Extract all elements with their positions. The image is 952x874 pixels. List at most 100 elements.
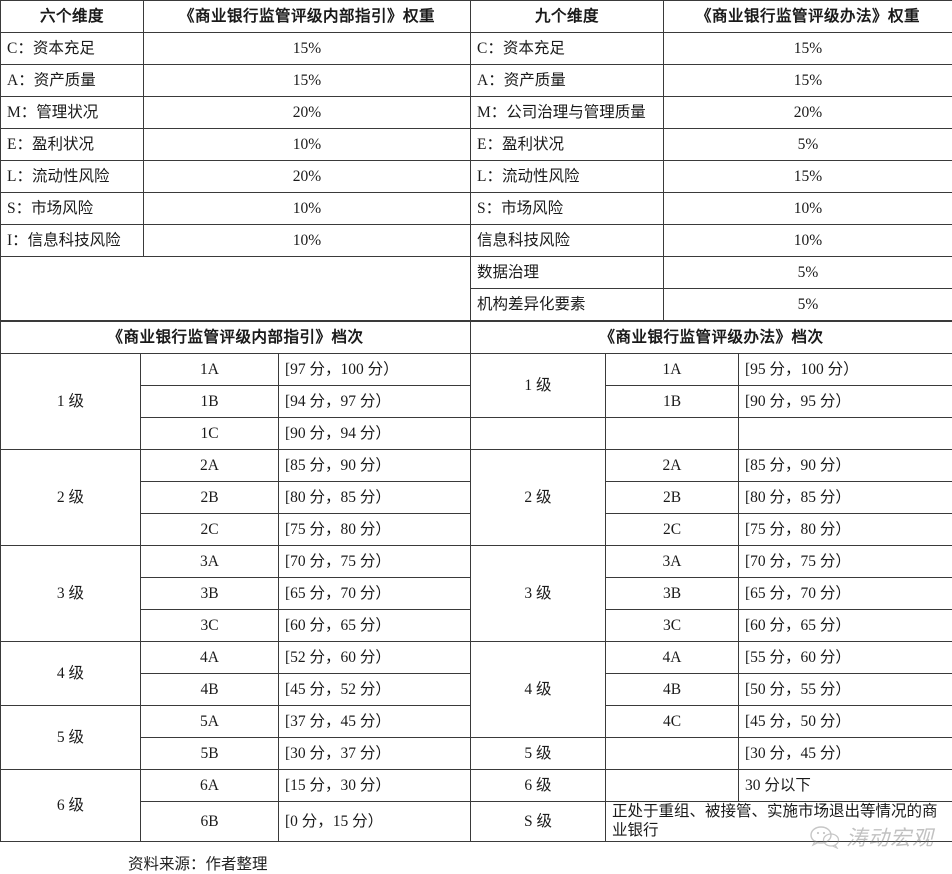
right-grade-code: 4A <box>606 642 739 674</box>
right-dimension: 数据治理 <box>471 257 664 289</box>
header-right-weight: 《商业银行监管评级办法》权重 <box>664 1 952 33</box>
left-grade-range: [94 分，97 分） <box>279 386 471 418</box>
right-grade-range: 30 分以下 <box>739 770 952 802</box>
left-grade-range: [15 分，30 分） <box>279 770 471 802</box>
left-dimension: S：市场风险 <box>1 193 144 225</box>
right-grade-label <box>471 418 606 450</box>
left-dimension: E：盈利状况 <box>1 129 144 161</box>
right-grade-range: [60 分，65 分） <box>739 610 952 642</box>
table-row: 2 级 2A [85 分，90 分） 2 级 2A [85 分，90 分） <box>1 450 952 482</box>
source-note: 资料来源：作者整理 <box>0 852 952 874</box>
left-dimension: M：管理状况 <box>1 97 144 129</box>
table-row: 5B [30 分，37 分） 5 级 [30 分，45 分） <box>1 738 952 770</box>
header-right-dimensions: 九个维度 <box>471 1 664 33</box>
left-grade-range: [85 分，90 分） <box>279 450 471 482</box>
right-grade-range: [70 分，75 分） <box>739 546 952 578</box>
left-weight: 15% <box>144 33 471 65</box>
left-grade-code: 4B <box>141 674 279 706</box>
left-grade-range: [65 分，70 分） <box>279 578 471 610</box>
left-grade-range: [97 分，100 分） <box>279 354 471 386</box>
right-grade-label: S 级 <box>471 802 606 842</box>
left-grade-code: 3B <box>141 578 279 610</box>
left-grade-code: 5B <box>141 738 279 770</box>
left-grade-range: [80 分，85 分） <box>279 482 471 514</box>
left-grade-code: 2C <box>141 514 279 546</box>
left-grade-code: 1B <box>141 386 279 418</box>
left-weight: 10% <box>144 129 471 161</box>
right-grade-range: [30 分，45 分） <box>739 738 952 770</box>
right-grade-label: 5 级 <box>471 738 606 770</box>
right-grade-code: 3A <box>606 546 739 578</box>
table-row: 4 级 4A [52 分，60 分） 4 级 4A [55 分，60 分） <box>1 642 952 674</box>
right-grade-range: [85 分，90 分） <box>739 450 952 482</box>
right-grade-code: 4B <box>606 674 739 706</box>
grades-table: 《商业银行监管评级内部指引》档次 《商业银行监管评级办法》档次 1 级 1A [… <box>0 321 952 842</box>
right-weight: 10% <box>664 193 952 225</box>
right-dimension: S：市场风险 <box>471 193 664 225</box>
left-grade-label: 4 级 <box>1 642 141 706</box>
right-grade-range: [65 分，70 分） <box>739 578 952 610</box>
table-row: E：盈利状况 10% E：盈利状况 5% <box>1 129 952 161</box>
right-grade-label: 2 级 <box>471 450 606 546</box>
right-grade-code <box>606 418 739 450</box>
left-weight: 10% <box>144 225 471 257</box>
left-grade-range: [30 分，37 分） <box>279 738 471 770</box>
header-left-tiers: 《商业银行监管评级内部指引》档次 <box>1 322 471 354</box>
right-grade-label: 4 级 <box>471 642 606 738</box>
table-row: 1C [90 分，94 分） <box>1 418 952 450</box>
right-grade-range <box>739 418 952 450</box>
right-weight: 5% <box>664 129 952 161</box>
left-grade-range: [70 分，75 分） <box>279 546 471 578</box>
table-row: M：管理状况 20% M：公司治理与管理质量 20% <box>1 97 952 129</box>
table-row: 数据治理 5% <box>1 257 952 289</box>
left-grade-code: 4A <box>141 642 279 674</box>
left-grade-label: 1 级 <box>1 354 141 450</box>
left-grade-range: [45 分，52 分） <box>279 674 471 706</box>
right-grade-range: [75 分，80 分） <box>739 514 952 546</box>
table-row: 3 级 3A [70 分，75 分） 3 级 3A [70 分，75 分） <box>1 546 952 578</box>
right-grade-range: [50 分，55 分） <box>739 674 952 706</box>
right-dimension: C：资本充足 <box>471 33 664 65</box>
right-grade-label: 6 级 <box>471 770 606 802</box>
right-dimension: 信息科技风险 <box>471 225 664 257</box>
left-grade-label: 5 级 <box>1 706 141 770</box>
right-grade-code: 3B <box>606 578 739 610</box>
right-grade-code <box>606 770 739 802</box>
right-weight: 5% <box>664 257 952 289</box>
table-row: C：资本充足 15% C：资本充足 15% <box>1 33 952 65</box>
left-grade-label: 6 级 <box>1 770 141 842</box>
left-grade-label: 2 级 <box>1 450 141 546</box>
left-grade-code: 6B <box>141 802 279 842</box>
table-row: S：市场风险 10% S：市场风险 10% <box>1 193 952 225</box>
right-grade-code: 1B <box>606 386 739 418</box>
left-grade-label: 3 级 <box>1 546 141 642</box>
left-grade-code: 2B <box>141 482 279 514</box>
right-dimension: L：流动性风险 <box>471 161 664 193</box>
right-weight: 10% <box>664 225 952 257</box>
left-dimension: L：流动性风险 <box>1 161 144 193</box>
right-grade-code: 4C <box>606 706 739 738</box>
table-row: L：流动性风险 20% L：流动性风险 15% <box>1 161 952 193</box>
right-dimension: A：资产质量 <box>471 65 664 97</box>
table-row: I：信息科技风险 10% 信息科技风险 10% <box>1 225 952 257</box>
header-left-dimensions: 六个维度 <box>1 1 144 33</box>
right-grade-code <box>606 738 739 770</box>
header-left-weight: 《商业银行监管评级内部指引》权重 <box>144 1 471 33</box>
right-weight: 15% <box>664 65 952 97</box>
left-weight: 20% <box>144 161 471 193</box>
left-grade-code: 3A <box>141 546 279 578</box>
right-grade-range: [90 分，95 分） <box>739 386 952 418</box>
right-grade-range: [80 分，85 分） <box>739 482 952 514</box>
right-weight: 15% <box>664 161 952 193</box>
right-dimension: M：公司治理与管理质量 <box>471 97 664 129</box>
right-weight: 15% <box>664 33 952 65</box>
right-weight: 5% <box>664 289 952 321</box>
right-grade-range: [95 分，100 分） <box>739 354 952 386</box>
right-grade-code: 1A <box>606 354 739 386</box>
table-row: 6 级 6A [15 分，30 分） 6 级 30 分以下 <box>1 770 952 802</box>
right-grade-range: [55 分，60 分） <box>739 642 952 674</box>
right-dimension: 机构差异化要素 <box>471 289 664 321</box>
right-grade-code: 2B <box>606 482 739 514</box>
left-grade-code: 1C <box>141 418 279 450</box>
